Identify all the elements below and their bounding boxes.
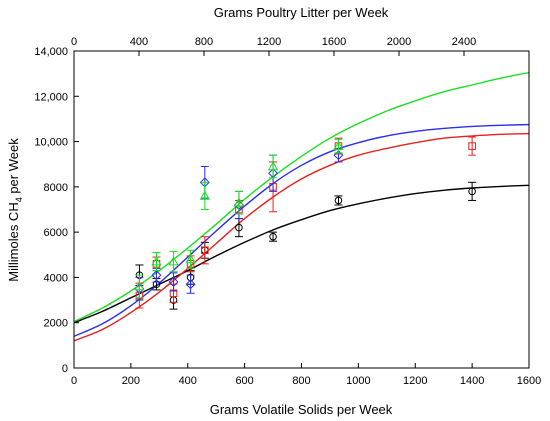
- y-axis-title: Millimoles CH4 per Week: [6, 138, 24, 282]
- data-point: [334, 196, 343, 205]
- data-point: [468, 187, 476, 196]
- y-tick-label: 0: [62, 363, 68, 375]
- top-x-tick-label: 2400: [452, 36, 476, 48]
- data-point: [468, 142, 476, 150]
- x-tick-label: 0: [71, 375, 77, 387]
- data-point: [333, 140, 344, 150]
- data-points: [134, 136, 477, 310]
- data-point: [233, 197, 245, 207]
- y-tick-label: 8000: [44, 182, 68, 194]
- top-x-tick-label: 0: [71, 36, 77, 48]
- x-tick-label: 1000: [346, 375, 370, 387]
- data-point: [201, 246, 209, 255]
- x-tick-label: 200: [122, 375, 140, 387]
- y-tick-label: 10,000: [34, 137, 68, 149]
- data-point: [267, 161, 279, 171]
- x-tick-label: 1600: [517, 375, 541, 387]
- top-x-tick-label: 2000: [387, 36, 411, 48]
- fit-curves: [73, 71, 530, 342]
- top-x-tick-label: 800: [195, 36, 213, 48]
- top-x-tick-label: 400: [130, 36, 148, 48]
- series-fit-curve: [73, 132, 530, 342]
- x-axis-title: Grams Volatile Solids per Week: [210, 402, 393, 417]
- y-tick-label: 4000: [44, 272, 68, 284]
- data-point: [168, 276, 179, 287]
- data-point: [235, 223, 243, 232]
- series-fit-curve: [73, 71, 530, 323]
- plot-frame: [73, 50, 530, 369]
- x-tick-label: 600: [235, 375, 253, 387]
- data-point: [185, 253, 196, 264]
- data-point: [269, 232, 277, 241]
- series-fit-curve: [73, 123, 530, 337]
- data-point: [333, 150, 344, 161]
- y-tick-label: 12,000: [34, 91, 68, 103]
- y-tick-label: 2000: [44, 318, 68, 330]
- top-x-tick-label: 1200: [257, 36, 281, 48]
- y-tick-label: 14,000: [34, 46, 68, 58]
- data-point: [199, 190, 210, 200]
- y-tick-label: 6000: [44, 227, 68, 239]
- data-point: [151, 256, 162, 266]
- x-tick-label: 1200: [403, 375, 427, 387]
- data-point: [151, 270, 162, 281]
- x-tick-label: 400: [179, 375, 197, 387]
- x-tick-label: 1400: [460, 375, 484, 387]
- data-point: [185, 279, 196, 290]
- data-point: [168, 256, 179, 266]
- x-tick-label: 800: [292, 375, 310, 387]
- data-point: [134, 281, 145, 291]
- axis-ticks: 0 200 400 600 800 1000 1200 1400 160002000400060…: [34, 36, 541, 387]
- series-fit-curve: [73, 184, 530, 324]
- top-x-axis-title: Grams Poultry Litter per Week: [214, 5, 389, 20]
- top-x-tick-label: 1600: [322, 36, 346, 48]
